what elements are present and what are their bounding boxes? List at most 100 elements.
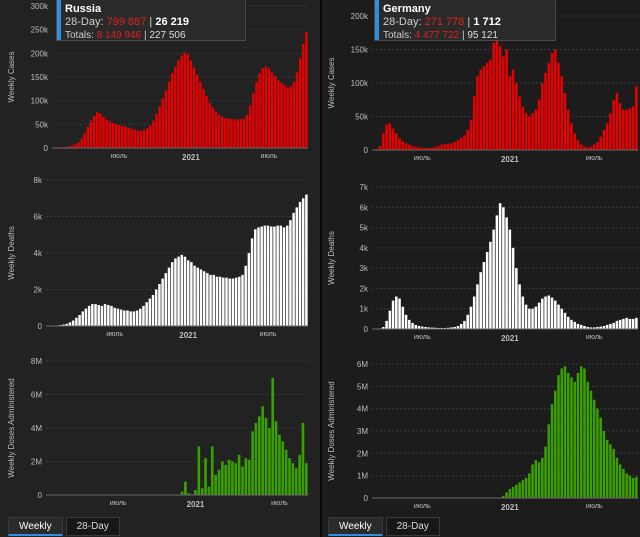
bar <box>205 95 208 148</box>
bar <box>239 119 243 148</box>
bar <box>161 98 165 148</box>
bar <box>583 325 586 329</box>
y-tick-label: 250k <box>31 26 49 35</box>
bar <box>266 225 270 327</box>
tab-28-day[interactable]: 28-Day <box>65 517 120 536</box>
bar <box>199 81 202 148</box>
bar <box>233 119 236 148</box>
y-tick-label: 4k <box>34 249 43 258</box>
bar <box>404 314 408 329</box>
y-tick-label: 5M <box>357 382 368 391</box>
bar <box>152 120 155 148</box>
tab-weekly[interactable]: Weekly <box>328 517 383 536</box>
bar <box>65 323 69 326</box>
bar <box>86 126 90 148</box>
bar <box>149 125 152 148</box>
x-tick-label: июль <box>106 331 123 338</box>
day28-deaths: 1 712 <box>473 16 501 28</box>
bar <box>289 220 292 326</box>
bar <box>557 375 560 498</box>
y-tick-label: 7k <box>360 183 369 192</box>
bar <box>495 32 499 150</box>
bar <box>382 326 385 329</box>
bar <box>618 319 622 329</box>
bar <box>257 416 261 495</box>
bar <box>505 492 508 498</box>
bar <box>625 317 628 329</box>
bar <box>463 320 466 329</box>
bar <box>469 119 473 150</box>
bar <box>247 459 251 495</box>
bar <box>71 320 75 326</box>
bar <box>631 318 635 329</box>
totals-label: Totals: <box>383 30 412 41</box>
bar <box>139 130 143 148</box>
y-tick-label: 0 <box>38 491 43 500</box>
bar <box>214 474 217 495</box>
bar <box>237 454 241 495</box>
bar <box>142 305 145 326</box>
bar <box>108 121 111 148</box>
bar <box>443 143 447 150</box>
bar <box>579 144 583 150</box>
bar <box>589 390 593 498</box>
bar <box>197 446 201 495</box>
bar <box>537 99 541 150</box>
bar <box>241 466 244 495</box>
bar <box>437 327 440 329</box>
bar <box>164 273 168 326</box>
bar <box>469 306 473 329</box>
bar <box>183 52 186 148</box>
tab-28-day[interactable]: 28-Day <box>385 517 440 536</box>
bar <box>99 113 102 148</box>
bar <box>570 319 573 329</box>
bar <box>618 103 622 150</box>
day28-cases: 271 778 <box>424 16 465 28</box>
bar <box>573 321 577 329</box>
total-stats: Totals: 8 149 946 | 227 506 <box>65 29 239 42</box>
bar <box>170 262 174 327</box>
bar <box>254 229 257 326</box>
x-tick-label: 2021 <box>187 500 205 509</box>
bar <box>241 274 244 326</box>
bar <box>443 327 447 329</box>
bar <box>75 317 78 326</box>
bar <box>554 49 557 150</box>
bar <box>305 194 308 326</box>
bar <box>261 406 264 495</box>
bar <box>180 254 184 326</box>
bar <box>180 55 183 149</box>
bar <box>245 114 249 148</box>
bar <box>417 325 421 329</box>
bar <box>479 69 482 150</box>
bar <box>599 417 602 498</box>
bar <box>294 468 298 495</box>
bar <box>573 381 577 498</box>
germany-panel: 0 50k 100k 150k 200k Weekly Cases июль 2021 июль… <box>320 0 640 537</box>
bar <box>244 265 247 326</box>
russia-info-box: Russia 28-Day: 799 887 | 26 219 Totals: … <box>56 0 246 41</box>
bar <box>103 304 107 326</box>
bar <box>524 304 528 329</box>
bar <box>146 128 149 148</box>
bar <box>148 298 152 327</box>
bar <box>126 310 129 326</box>
bar <box>427 327 431 329</box>
bar <box>247 253 251 326</box>
bar <box>518 284 521 329</box>
y-tick-label: 6M <box>31 391 42 400</box>
bar <box>589 146 593 150</box>
bar <box>602 325 606 329</box>
bar <box>77 142 80 148</box>
x-tick-label: июль <box>586 334 603 341</box>
bar <box>563 366 567 498</box>
bar <box>199 269 203 326</box>
bar <box>274 76 277 148</box>
bar <box>234 463 238 495</box>
tab-weekly[interactable]: Weekly <box>8 517 63 536</box>
bar <box>231 278 235 326</box>
y-tick-label: 1M <box>357 472 368 481</box>
x-tick-label: июль <box>414 503 431 510</box>
bar <box>411 145 414 150</box>
bar <box>433 146 437 150</box>
